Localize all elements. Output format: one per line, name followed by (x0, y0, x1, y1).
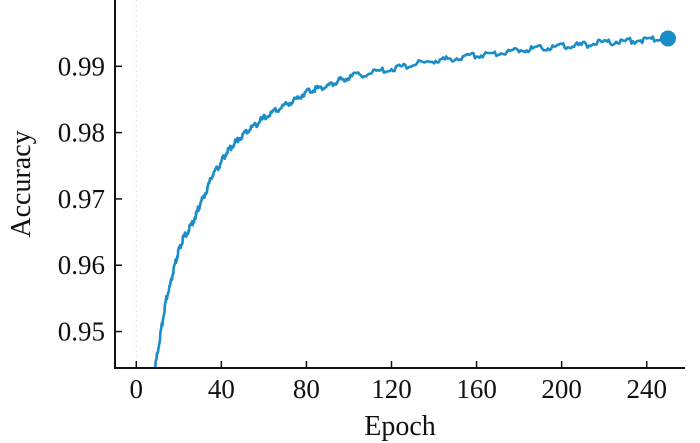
series-end-marker (659, 30, 676, 47)
x-tick-label: 160 (456, 374, 497, 404)
x-tick-label: 80 (293, 374, 320, 404)
plot-area (153, 35, 670, 367)
x-tick-label: 200 (541, 374, 582, 404)
x-tick-label: 120 (371, 374, 412, 404)
x-tick-label: 40 (208, 374, 235, 404)
accuracy-series-line (153, 35, 670, 367)
x-tick-label: 0 (130, 374, 144, 404)
x-ticks: 0 40 80 120 160 200 240 (130, 361, 667, 404)
y-tick-label: 0.97 (58, 184, 105, 214)
y-ticks: 0.95 0.96 0.97 0.98 0.99 (58, 51, 122, 347)
x-axis-label: Epoch (364, 411, 436, 442)
y-tick-label: 0.96 (58, 250, 105, 280)
y-axis-label: Accuracy (6, 130, 37, 237)
y-tick-label: 0.98 (58, 118, 105, 148)
y-tick-label: 0.95 (58, 317, 105, 347)
y-tick-label: 0.99 (58, 51, 105, 81)
x-tick-label: 240 (626, 374, 667, 404)
